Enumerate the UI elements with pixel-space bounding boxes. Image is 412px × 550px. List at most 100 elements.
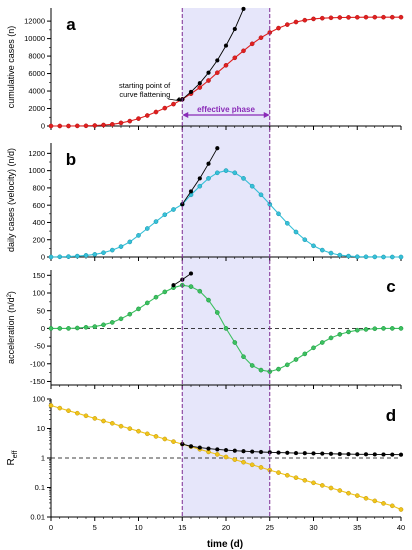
y-axis-label: acceleration (n/d2) (6, 291, 16, 364)
model-data-point (83, 253, 89, 258)
model-data-point (284, 220, 290, 226)
extrapolation-data-point (223, 448, 229, 453)
model-data-point (92, 324, 98, 329)
model-data-point (162, 436, 168, 442)
model-data-point (319, 15, 325, 21)
model-data-point (328, 485, 334, 491)
extrapolation-data-point (363, 452, 369, 457)
model-data-point (118, 423, 124, 429)
y-tick-label: 1 (41, 454, 45, 463)
extrapolation-data-point (381, 452, 386, 457)
model-data-point (83, 413, 89, 419)
model-data-point (293, 229, 299, 235)
model-data-point (110, 420, 115, 426)
model-data-point (232, 55, 238, 61)
panel-b: 0 200 400 600 800 1000 1200 daily cases (veloci… (6, 143, 404, 262)
y-tick-label: 800 (32, 184, 45, 193)
y-tick-label: 600 (32, 201, 45, 210)
model-data-point (110, 122, 115, 127)
extrapolation-data-point (206, 70, 211, 75)
model-data-point (319, 483, 325, 488)
model-data-point (311, 480, 316, 486)
extrapolation-data-point (276, 450, 281, 455)
effective-phase-shading (182, 8, 270, 517)
model-data-point (57, 326, 63, 331)
panel-c: -150 -100 -50 0 50 100 150 acceleration (n/d2) c (6, 270, 404, 389)
x-tick-label: 10 (134, 523, 142, 532)
y-tick-label: 150 (32, 271, 45, 280)
model-data-point (48, 123, 54, 129)
x-tick-label: 15 (178, 523, 186, 532)
model-data-point (83, 123, 89, 129)
y-tick-label: 0 (41, 122, 45, 131)
model-data-point (75, 325, 80, 331)
model-data-point (214, 70, 220, 75)
model-data-point (75, 123, 80, 129)
model-data-point (389, 254, 395, 260)
model-data-point (118, 120, 124, 126)
model-data-point (136, 428, 141, 434)
y-axis-label-end: ) (6, 291, 16, 294)
panel-d: 0 5 10 15 20 25 30 35 40 0.01 0.1 1 10 100 Reff d (6, 395, 405, 532)
model-data-point (188, 284, 194, 289)
model-data-point (337, 15, 343, 20)
model-data-point (249, 462, 255, 468)
model-data-point (389, 503, 395, 509)
extrapolation-data-point (206, 446, 211, 451)
y-axis-label-sub: eff (12, 450, 19, 458)
model-data-point (171, 101, 176, 107)
model-data-point (389, 14, 395, 20)
model-data-point (293, 19, 299, 25)
model-data-point (153, 434, 159, 439)
model-data-point (171, 207, 176, 212)
extrapolation-data-point (302, 451, 307, 456)
model-data-point (346, 490, 351, 496)
y-tick-label: 0 (41, 324, 45, 333)
extrapolation-data-point (337, 451, 342, 457)
panel-letter: a (66, 15, 76, 34)
model-data-point (249, 41, 255, 47)
model-data-point (258, 35, 264, 41)
y-tick-label: 0.1 (35, 483, 45, 492)
x-tick-label: 25 (266, 523, 274, 532)
model-data-point (144, 300, 150, 306)
y-tick-label: 10 (37, 424, 45, 433)
model-data-point (241, 354, 246, 360)
model-data-point (197, 183, 203, 189)
model-data-point (92, 416, 98, 421)
model-data-point (276, 366, 281, 372)
model-data-point (144, 113, 150, 118)
x-tick-label: 0 (49, 523, 53, 532)
extrapolation-data-point (171, 283, 176, 288)
model-data-point (110, 247, 115, 253)
model-data-point (223, 326, 229, 331)
annotation-text: starting point of (119, 81, 171, 90)
model-data-point (110, 320, 115, 325)
extrapolation-data-point (320, 451, 325, 456)
model-data-point (311, 16, 316, 22)
model-data-point (337, 488, 343, 493)
model-data-point (354, 327, 360, 333)
model-data-point (66, 123, 71, 129)
model-data-point (398, 254, 404, 260)
model-data-point (48, 403, 54, 408)
model-data-point (153, 219, 159, 224)
annotation-text: curve flattening (119, 90, 170, 99)
extrapolation-data-point (215, 146, 220, 151)
extrapolation-data-point (188, 189, 194, 194)
y-tick-label: -50 (34, 342, 45, 351)
model-data-point (144, 226, 150, 231)
extrapolation-data-point (372, 452, 377, 457)
extrapolation-data-point (241, 449, 246, 454)
model-data-point (284, 472, 290, 478)
model-data-point (171, 439, 176, 444)
model-data-point (127, 239, 133, 245)
extrapolation-data-point (215, 447, 220, 452)
model-data-point (66, 326, 71, 331)
y-tick-label: 400 (32, 218, 45, 227)
y-tick-label: 100 (32, 395, 45, 404)
model-data-point (197, 288, 203, 294)
model-data-point (162, 289, 168, 295)
model-data-point (284, 22, 290, 27)
